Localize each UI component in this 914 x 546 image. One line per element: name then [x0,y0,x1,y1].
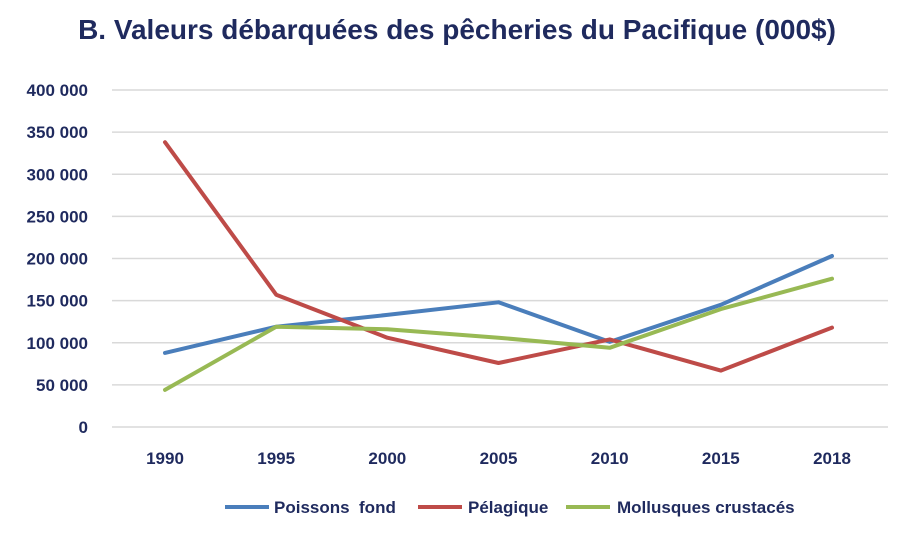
series-lines [163,140,834,392]
legend-label: Pélagique [468,498,548,517]
y-tick-label: 100 000 [27,334,88,353]
x-tick-label: 2015 [702,449,740,468]
y-tick-label: 350 000 [27,123,88,142]
x-tick-label: 2010 [591,449,629,468]
y-tick-label: 50 000 [36,376,88,395]
y-tick-label: 150 000 [27,292,88,311]
chart-title: B. Valeurs débarquées des pêcheries du P… [78,14,836,45]
y-tick-label: 400 000 [27,81,88,100]
y-tick-label: 300 000 [27,165,88,184]
series-line-3 [163,276,834,392]
x-axis-ticks: 1990 1995 2000 2005 2010 2015 2018 [146,449,851,468]
legend-label: Poissons fond [274,498,396,517]
x-tick-label: 1990 [146,449,184,468]
gridlines [112,89,888,428]
x-tick-label: 2018 [813,449,851,468]
series-line-2 [163,140,834,373]
y-tick-label: 200 000 [27,250,88,269]
x-tick-label: 2000 [368,449,406,468]
x-tick-label: 2005 [480,449,518,468]
y-tick-label: 0 [79,418,88,437]
y-axis-ticks: 0 50 000 100 000 150 000 200 000 250 000 300 0… [27,81,88,437]
legend-label: Mollusques crustacés [617,498,795,517]
y-tick-label: 250 000 [27,207,88,226]
x-tick-label: 1995 [257,449,295,468]
legend: Poissons fond Pélagique Mollusques crustac… [225,498,795,517]
